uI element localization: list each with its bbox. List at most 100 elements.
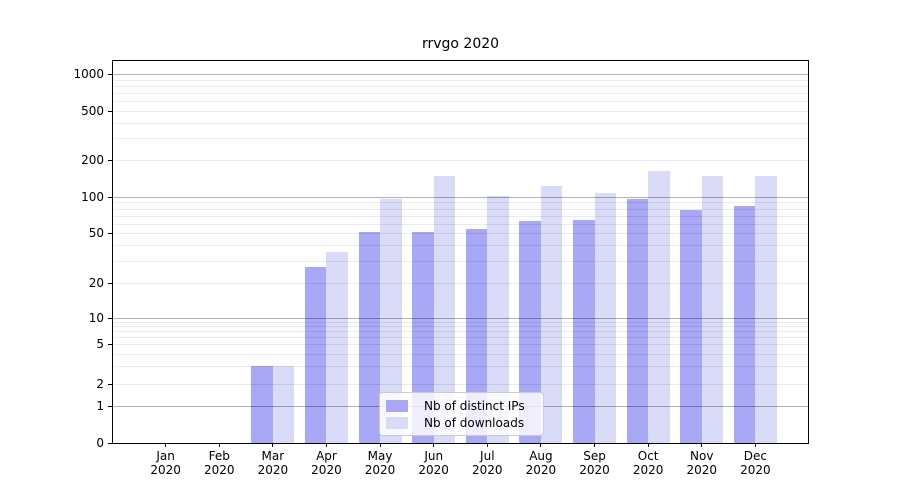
y-gridline-minor bbox=[112, 260, 809, 262]
y-tick-label: 200 bbox=[81, 153, 104, 167]
x-tick bbox=[540, 443, 542, 447]
y-gridline-minor bbox=[112, 384, 809, 385]
y-tick bbox=[108, 282, 112, 284]
bar-distinct-ips-mar bbox=[251, 366, 273, 443]
bar-distinct-ips-aug bbox=[519, 220, 541, 443]
bar-downloads-jun bbox=[433, 175, 456, 443]
bar-distinct-ips-dec bbox=[733, 206, 756, 443]
legend-row: Nb of downloads bbox=[386, 415, 536, 431]
y-gridline-minor bbox=[112, 160, 809, 161]
x-tick-month: May bbox=[367, 449, 393, 463]
legend-label: Nb of downloads bbox=[424, 415, 525, 430]
x-tick-month: Sep bbox=[583, 449, 606, 463]
bar-downloads-apr bbox=[326, 252, 348, 443]
y-gridline-minor bbox=[112, 101, 809, 103]
bar-distinct-ips-nov bbox=[680, 209, 702, 443]
y-gridline-minor bbox=[112, 122, 809, 124]
bar-downloads-dec bbox=[755, 176, 777, 443]
y-tick bbox=[108, 196, 112, 198]
x-tick-year: 2020 bbox=[472, 463, 503, 477]
x-tick-year: 2020 bbox=[150, 463, 181, 477]
x-tick-month: Feb bbox=[208, 449, 230, 463]
x-tick-year: 2020 bbox=[418, 463, 449, 477]
bar-distinct-ips-jun bbox=[412, 231, 434, 443]
bar-downloads-mar bbox=[272, 366, 295, 443]
y-gridline-minor bbox=[112, 233, 809, 234]
x-tick-month: Oct bbox=[637, 449, 659, 463]
bar-distinct-ips-jul bbox=[465, 229, 488, 443]
y-tick bbox=[108, 73, 112, 75]
y-gridline-minor bbox=[112, 223, 809, 225]
x-tick-year: 2020 bbox=[311, 463, 342, 477]
x-tick-month: Mar bbox=[261, 449, 285, 463]
y-tick-label: 10 bbox=[88, 311, 104, 325]
x-tick-label-jun: Jun 2020 bbox=[402, 449, 466, 477]
y-gridline-minor bbox=[112, 331, 809, 333]
x-tick-year: 2020 bbox=[525, 463, 557, 477]
x-tick bbox=[272, 443, 274, 447]
bar-distinct-ips-oct bbox=[626, 198, 649, 443]
y-tick-label: 100 bbox=[81, 190, 104, 204]
y-tick bbox=[108, 442, 112, 444]
bar-distinct-ips-may bbox=[358, 231, 381, 443]
x-tick bbox=[218, 443, 220, 447]
x-tick-year: 2020 bbox=[579, 463, 610, 477]
y-tick-label: 50 bbox=[88, 226, 104, 240]
y-tick bbox=[108, 232, 112, 234]
y-tick-label: 1000 bbox=[73, 67, 104, 81]
x-tick-year: 2020 bbox=[740, 463, 771, 477]
y-gridline-major bbox=[112, 197, 809, 198]
plot-area bbox=[112, 60, 809, 443]
x-tick-label-may: May 2020 bbox=[348, 449, 412, 477]
legend-swatch bbox=[386, 416, 408, 429]
bars-layer bbox=[112, 60, 809, 443]
x-tick-month: Jun bbox=[424, 449, 444, 463]
x-tick-year: 2020 bbox=[632, 463, 664, 477]
x-tick bbox=[701, 443, 703, 447]
x-tick-label-feb: Feb 2020 bbox=[187, 449, 251, 477]
bar-downloads-may bbox=[380, 199, 402, 443]
x-tick bbox=[379, 443, 381, 447]
y-gridline-minor bbox=[112, 111, 809, 112]
x-tick-month: Nov bbox=[690, 449, 714, 463]
y-gridline-minor bbox=[112, 326, 809, 328]
y-tick bbox=[108, 383, 112, 385]
y-tick-label: 500 bbox=[81, 104, 104, 118]
x-tick-label-mar: Mar 2020 bbox=[241, 449, 305, 477]
y-gridline-minor bbox=[112, 85, 809, 87]
y-gridline-minor bbox=[112, 353, 809, 355]
x-tick bbox=[165, 443, 167, 447]
bar-distinct-ips-apr bbox=[305, 266, 327, 443]
x-tick-label-aug: Aug 2020 bbox=[509, 449, 573, 477]
x-tick bbox=[433, 443, 435, 447]
legend-row: Nb of distinct IPs bbox=[386, 398, 536, 414]
y-gridline-minor bbox=[112, 344, 809, 345]
y-gridline-minor bbox=[112, 138, 809, 140]
legend: Nb of distinct IPs Nb of downloads bbox=[379, 392, 544, 436]
gridlines-layer bbox=[112, 60, 809, 443]
y-tick bbox=[108, 110, 112, 112]
y-tick bbox=[108, 159, 112, 161]
y-gridline-minor bbox=[112, 337, 809, 339]
y-gridline-major bbox=[112, 74, 809, 75]
y-gridline-minor bbox=[112, 215, 809, 217]
x-tick bbox=[594, 443, 596, 447]
y-gridline-minor bbox=[112, 208, 809, 210]
x-tick-month: Jul bbox=[480, 449, 495, 463]
x-tick-year: 2020 bbox=[364, 463, 396, 477]
x-tick bbox=[325, 443, 327, 447]
x-tick-year: 2020 bbox=[203, 463, 235, 477]
x-tick-month: Jan bbox=[156, 449, 175, 463]
x-tick-month: Dec bbox=[743, 449, 767, 463]
x-tick-label-jan: Jan 2020 bbox=[134, 449, 198, 477]
x-tick-label-jul: Jul 2020 bbox=[455, 449, 519, 477]
x-tick-label-oct: Oct 2020 bbox=[616, 449, 680, 477]
y-gridline-minor bbox=[112, 245, 809, 247]
x-tick-month: Aug bbox=[529, 449, 553, 463]
legend-label: Nb of distinct IPs bbox=[424, 398, 525, 413]
x-tick-label-dec: Dec 2020 bbox=[723, 449, 787, 477]
y-tick-label: 0 bbox=[96, 436, 104, 450]
y-tick-label: 2 bbox=[96, 377, 104, 391]
y-tick bbox=[108, 343, 112, 345]
